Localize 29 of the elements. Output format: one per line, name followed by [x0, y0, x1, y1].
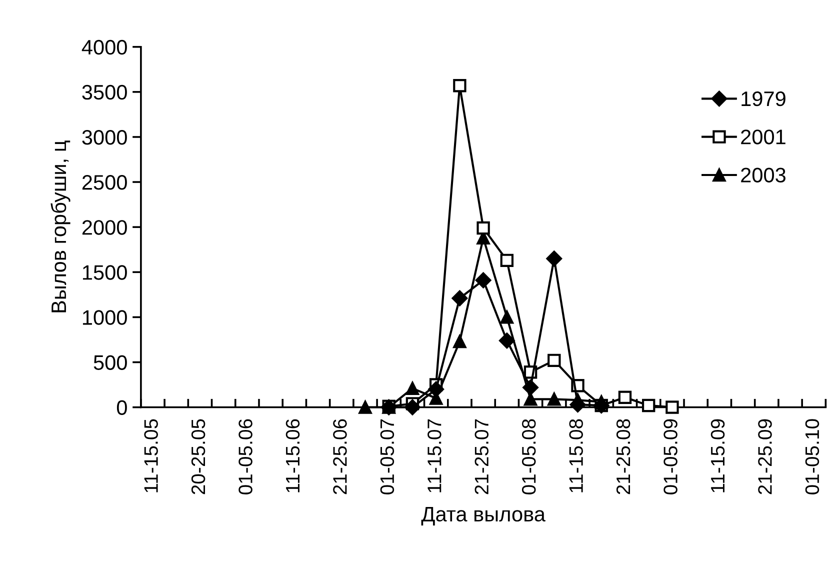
y-tick-label: 500	[94, 355, 127, 370]
y-tick-label: 3000	[82, 130, 127, 145]
legend-label: 1979	[742, 91, 786, 106]
x-tick-label: 11-15.09	[710, 419, 725, 492]
x-tick-label: 01-05.06	[238, 419, 252, 494]
y-tick-label: 1000	[82, 310, 127, 325]
legend-label: 2001	[741, 130, 786, 144]
x-axis-title: Дата вылова	[421, 507, 546, 526]
x-tick-label: 21-25.08	[616, 419, 630, 494]
y-axis-title: Вылов горбуши, ц	[50, 140, 70, 312]
x-tick-label: 20-25.05	[191, 419, 206, 494]
y-tick-label: 2000	[82, 220, 127, 235]
x-tick-label: 01-05.10	[805, 419, 820, 494]
x-tick-label: 21-25.06	[333, 419, 347, 494]
y-tick-label: 2500	[82, 175, 127, 190]
y-tick-label: 3500	[82, 84, 127, 100]
x-tick-label: 11-15.08	[569, 419, 583, 492]
y-tick-label: 4000	[82, 40, 127, 55]
y-tick-label: 1500	[82, 265, 127, 280]
x-tick-label: 21-25.09	[758, 419, 772, 494]
x-tick-label: 11-15.05	[144, 419, 158, 492]
x-tick-label: 01-05.07	[380, 419, 394, 494]
legend-label: 2003	[741, 168, 786, 182]
y-tick-label: 0	[116, 400, 127, 416]
x-tick-label: 01-05.09	[664, 419, 678, 494]
x-tick-label: 01-05.08	[522, 419, 536, 494]
x-tick-label: 11-15.06	[286, 419, 300, 492]
x-tick-label: 21-25.07	[474, 419, 489, 494]
x-tick-label: 11-15.07	[428, 419, 442, 492]
